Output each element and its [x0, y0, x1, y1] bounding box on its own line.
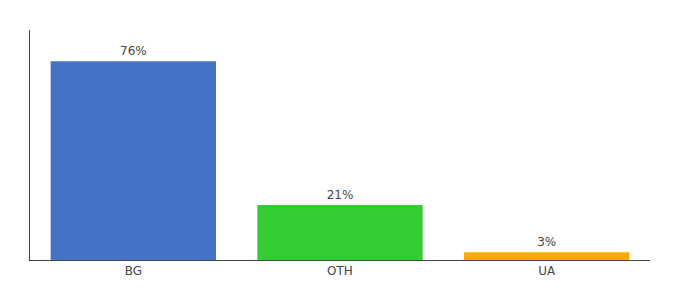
svg-text:UA: UA: [538, 264, 556, 278]
svg-text:3%: 3%: [537, 235, 556, 249]
svg-text:OTH: OTH: [327, 264, 353, 278]
svg-text:21%: 21%: [327, 188, 354, 202]
svg-text:BG: BG: [125, 264, 142, 278]
svg-text:76%: 76%: [120, 44, 147, 58]
